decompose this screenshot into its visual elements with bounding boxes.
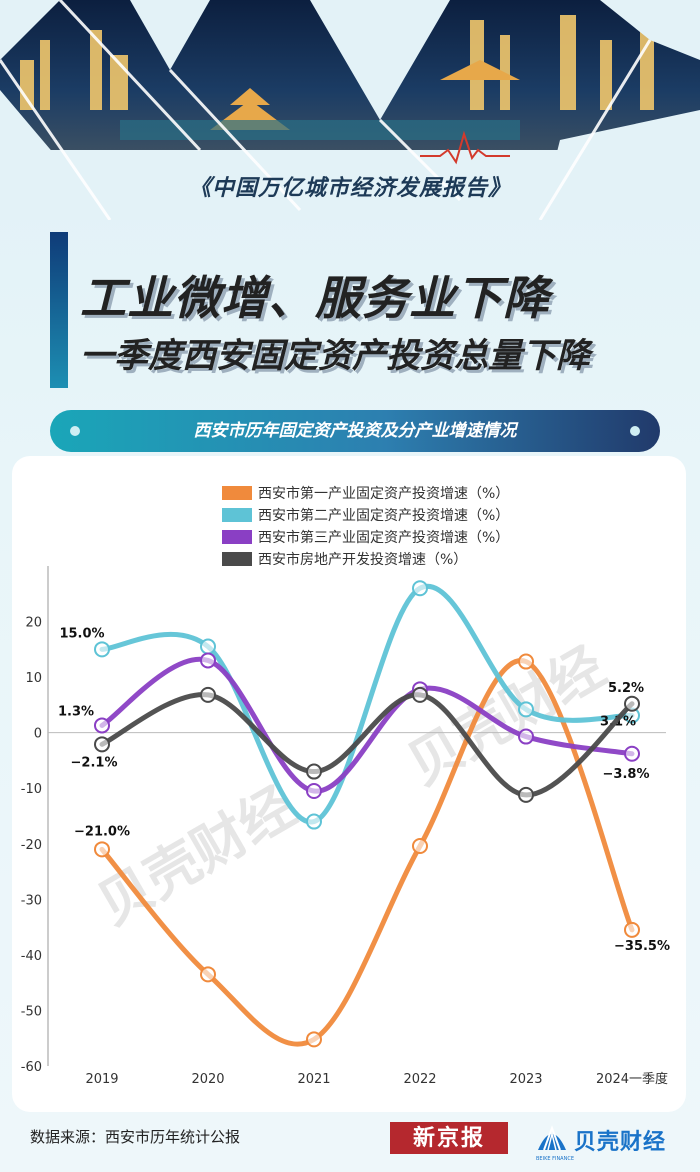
y-tick-label: -10 — [21, 782, 42, 797]
watermark-text: 贝壳财经 — [87, 774, 306, 937]
data-label: −35.5% — [614, 939, 670, 954]
beike-shell-icon — [538, 1125, 566, 1151]
x-tick-label: 2022 — [403, 1072, 436, 1087]
data-point — [518, 701, 534, 718]
data-label: −21.0% — [74, 824, 130, 839]
data-point — [412, 580, 428, 597]
data-point — [624, 921, 640, 938]
y-tick-label: -20 — [21, 838, 42, 853]
headline-secondary: 一季度西安固定资产投资总量下降 — [80, 336, 590, 376]
data-point — [200, 638, 216, 655]
data-point — [624, 745, 640, 762]
data-label: −2.1% — [71, 755, 118, 770]
legend-swatch — [222, 508, 252, 522]
beike-logo-text: 贝壳财经 — [574, 1130, 667, 1155]
data-source: 数据来源：西安市历年统计公报 — [30, 1128, 241, 1146]
y-tick-label: -30 — [21, 893, 42, 908]
legend-label: 西安市第一产业固定资产投资增速（%） — [258, 485, 509, 502]
data-point — [94, 641, 110, 658]
data-point — [94, 717, 110, 734]
section-title: 西安市历年固定资产投资及分产业增速情况 — [193, 421, 517, 441]
x-tick-label: 2023 — [509, 1072, 542, 1087]
chart-panel: 贝壳财经 贝壳财经 -60 -50 -40 -30 -20 -10 0 10 20 2019 2020 2… — [12, 456, 686, 1112]
hero-banner — [0, 0, 700, 220]
data-point — [200, 966, 216, 983]
y-tick-label: 10 — [25, 671, 42, 686]
legend-swatch — [222, 530, 252, 544]
data-point — [624, 695, 640, 712]
y-tick-label: -60 — [21, 1060, 42, 1075]
data-label: −3.8% — [603, 767, 650, 782]
data-label: 1.3% — [58, 704, 94, 719]
data-point — [518, 653, 534, 670]
data-point — [200, 652, 216, 669]
pill-dot-right — [630, 426, 640, 436]
legend-label: 西安市第三产业固定资产投资增速（%） — [258, 529, 509, 546]
y-tick-label: -50 — [21, 1004, 42, 1019]
data-point — [94, 736, 110, 753]
data-point — [306, 783, 322, 799]
y-tick-label: -40 — [21, 949, 42, 964]
pulse-line-icon — [420, 130, 510, 165]
legend-swatch — [222, 552, 252, 566]
x-tick-label: 2024一季度 — [596, 1071, 668, 1087]
data-label: 5.2% — [608, 681, 644, 696]
headline-accent-bar — [50, 232, 68, 388]
y-tick-label: 20 — [25, 616, 42, 631]
beike-logo-subtext: BEIKE FINANCE — [536, 1156, 574, 1162]
x-tick-label: 2019 — [85, 1072, 118, 1087]
data-label: 15.0% — [59, 626, 104, 641]
x-tick-label: 2020 — [191, 1072, 224, 1087]
data-point — [306, 763, 322, 780]
section-title-pill: 西安市历年固定资产投资及分产业增速情况 — [50, 410, 660, 452]
y-tick-label: 0 — [34, 727, 42, 742]
headline-primary: 工业微增、服务业下降 — [80, 271, 550, 325]
data-point — [518, 728, 534, 745]
pill-dot-left — [70, 426, 80, 436]
data-point — [518, 786, 534, 803]
data-point — [412, 838, 428, 854]
legend-label: 西安市第二产业固定资产投资增速（%） — [258, 507, 509, 524]
data-point — [412, 686, 428, 703]
legend-label: 西安市房地产开发投资增速（%） — [258, 551, 467, 568]
data-point — [306, 813, 322, 830]
xinjingbao-logo: 新京报 — [390, 1122, 508, 1154]
data-point — [306, 1031, 322, 1048]
report-title: 《中国万亿城市经济发展报告》 — [188, 175, 511, 201]
x-tick-label: 2021 — [297, 1072, 330, 1087]
legend-swatch — [222, 486, 252, 500]
data-point — [200, 686, 216, 703]
data-point — [94, 841, 110, 858]
